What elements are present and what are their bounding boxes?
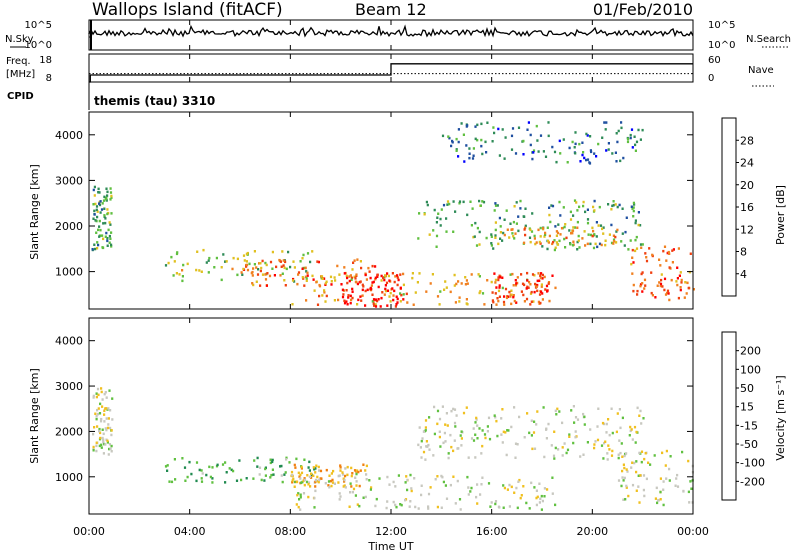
velocity-region-4 (417, 405, 645, 461)
velocity-colorbar-label: Velocity [m s⁻¹] (774, 375, 787, 460)
velocity-colorbar-tick-label-3: 15 (740, 401, 754, 414)
freq-tick-bottom: 8 (46, 73, 52, 84)
power-colorbar: 4 8 12 16 20 24 28 (721, 117, 754, 297)
power-colorbar-label: Power [dB] (774, 185, 787, 245)
power-region-4 (341, 272, 405, 308)
nave-tick-bottom: 0 (708, 73, 714, 84)
power-ytick-label-3: 4000 (55, 129, 83, 142)
power-colorbar-tick-label-4: 20 (740, 179, 754, 192)
power-colorbar-tick-label-0: 4 (740, 268, 747, 281)
xtick-label-3: 12:00 (375, 525, 407, 538)
power-ytick-label-2: 3000 (55, 174, 83, 187)
xtick-label-5: 20:00 (576, 525, 608, 538)
nsky-label: N.Sky (5, 34, 33, 45)
power-colorbar-tick-label-6: 28 (740, 134, 754, 147)
power-colorbar-tick-label-2: 12 (740, 223, 754, 236)
velocity-colorbar-tick-label-2: 50 (740, 382, 754, 395)
velocity-region-5 (617, 449, 694, 507)
velocity-region-2 (290, 463, 368, 488)
nsearch-tick-top: 10^5 (708, 20, 735, 31)
velocity-panel: 1000 2000 3000 4000 Slant Range [km] 200 100… (28, 317, 787, 515)
time-axis: 00:00 04:00 08:00 12:00 16:00 20:00 00:00 (73, 20, 709, 538)
nave-tick-top: 60 (708, 55, 721, 66)
nsky-series-line (88, 24, 694, 38)
power-region-6 (417, 199, 644, 252)
velocity-colorbar-tick-label-0: 200 (740, 345, 761, 358)
cpid-label: CPID (7, 91, 34, 102)
station-title: Wallops Island (fitACF) (92, 0, 283, 20)
velocity-colorbar-tick-label-6: -100 (740, 457, 765, 470)
xtick-label-6: 00:00 (677, 525, 709, 538)
nsky-panel: 10^5 10^0 N.Sky 10^5 10^0 N.Search (5, 19, 791, 51)
power-region-1 (164, 248, 314, 283)
beam-label: Beam 12 (355, 0, 427, 19)
power-region-2 (240, 258, 377, 288)
velocity-data-layer (92, 387, 694, 511)
power-ytick-label-0: 1000 (55, 266, 83, 279)
velocity-ytick-label-2: 3000 (55, 380, 83, 393)
velocity-colorbar-tick-label-4: -15 (740, 419, 758, 432)
velocity-colorbar: 200 100 50 15 -15 -50 -100 -200 (721, 331, 765, 501)
power-region-9 (441, 121, 644, 165)
nsearch-tick-bottom: 10^0 (708, 40, 735, 51)
velocity-region-3 (291, 472, 557, 511)
velocity-ytick-label-3: 4000 (55, 335, 83, 348)
date-label: 01/Feb/2010 (593, 0, 693, 19)
power-region-0 (91, 185, 113, 252)
xtick-label-4: 16:00 (476, 525, 508, 538)
velocity-ylabel: Slant Range [km] (28, 368, 41, 464)
freq-tick-top: 18 (39, 55, 52, 66)
xtick-label-0: 00:00 (73, 525, 105, 538)
freq-panel: 18 8 Freq. [MHz] 60 0 Nave CPID themis (… (6, 53, 774, 110)
power-ylabel: Slant Range [km] (28, 164, 41, 260)
xtick-label-2: 08:00 (274, 525, 306, 538)
freq-label-top: Freq. (6, 56, 31, 67)
power-ytick-label-1: 2000 (55, 220, 83, 233)
power-data-layer (91, 121, 695, 308)
velocity-region-0 (92, 387, 114, 456)
power-region-5 (491, 271, 557, 306)
nsearch-label: N.Search (746, 34, 791, 45)
velocity-colorbar-tick-label-7: -200 (740, 475, 765, 488)
power-colorbar-tick-label-5: 24 (740, 157, 754, 170)
power-region-7 (494, 226, 619, 247)
freq-series-line (89, 63, 693, 83)
velocity-colorbar-tick-label-5: -50 (740, 438, 758, 451)
velocity-ytick-label-1: 2000 (55, 425, 83, 438)
power-region-8 (630, 245, 695, 302)
freq-label-bottom: [MHz] (6, 69, 35, 80)
velocity-ytick-label-0: 1000 (55, 471, 83, 484)
xtick-label-1: 04:00 (174, 525, 206, 538)
power-colorbar-tick-label-1: 8 (740, 246, 747, 259)
cpid-value: themis (tau) 3310 (94, 94, 215, 108)
nsky-tick-bottom: 10^0 (25, 40, 52, 51)
velocity-colorbar-tick-label-1: 100 (740, 363, 761, 376)
velocity-region-1 (164, 456, 318, 484)
power-colorbar-tick-label-3: 16 (740, 201, 754, 214)
power-panel: 1000 2000 3000 4000 Slant Range [km] 4 8 12 16… (28, 111, 787, 310)
nsky-tick-top: 10^5 (25, 20, 52, 31)
xlabel: Time UT (367, 540, 413, 553)
nave-label: Nave (748, 65, 774, 76)
